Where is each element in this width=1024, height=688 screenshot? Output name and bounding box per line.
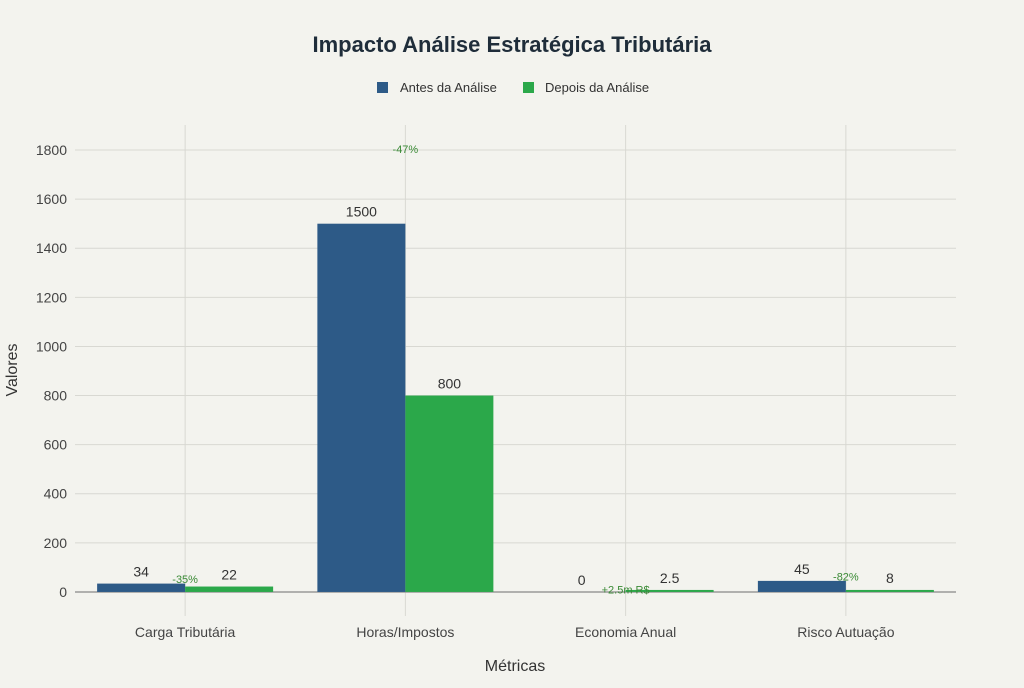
annotations: -35% -47% +2.5m R$ -82% xyxy=(172,144,859,597)
legend: Antes da Análise Depois da Análise xyxy=(377,80,649,95)
data-label: 0 xyxy=(578,572,586,588)
y-tick-label: 1400 xyxy=(36,240,67,256)
bar-antes xyxy=(97,583,186,592)
bar-depois xyxy=(405,395,494,592)
data-label: 8 xyxy=(886,570,894,586)
y-tick-label: 600 xyxy=(44,437,68,453)
bar-depois xyxy=(185,586,274,592)
y-axis-ticks: 0 200 400 600 800 1000 1200 1400 1600 1800 xyxy=(36,142,67,600)
y-tick-label: 800 xyxy=(44,388,68,404)
annotation: -47% xyxy=(393,144,419,156)
legend-label-depois: Depois da Análise xyxy=(545,80,649,95)
data-label: 1500 xyxy=(346,204,377,220)
data-label: 45 xyxy=(794,561,810,577)
chart-title: Impacto Análise Estratégica Tributária xyxy=(313,32,713,57)
bars xyxy=(97,223,934,592)
legend-swatch-antes xyxy=(377,82,388,93)
y-tick-label: 200 xyxy=(44,535,68,551)
annotation: +2.5m R$ xyxy=(602,585,650,597)
y-tick-label: 1200 xyxy=(36,289,67,305)
legend-swatch-depois xyxy=(523,82,534,93)
data-label: 2.5 xyxy=(660,570,680,586)
bar-depois xyxy=(625,589,714,592)
y-tick-label: 1800 xyxy=(36,142,67,158)
data-label: 800 xyxy=(438,376,462,392)
gridlines xyxy=(75,125,956,616)
x-tick-label: Economia Anual xyxy=(575,624,676,640)
data-label: 22 xyxy=(221,567,237,583)
y-tick-label: 1600 xyxy=(36,191,67,207)
x-tick-label: Risco Autuação xyxy=(797,624,894,640)
bar-antes xyxy=(757,580,846,592)
x-axis-label: Métricas xyxy=(485,658,545,675)
x-axis-ticks: Carga Tributária Horas/Impostos Economia A… xyxy=(135,624,895,640)
bar-antes xyxy=(317,223,406,592)
y-tick-label: 400 xyxy=(44,486,68,502)
x-tick-label: Horas/Impostos xyxy=(356,624,454,640)
bar-depois xyxy=(845,589,934,592)
y-tick-label: 0 xyxy=(59,584,67,600)
y-axis-label: Valores xyxy=(4,343,21,396)
data-labels: 34 1500 0 45 22 800 2.5 8 xyxy=(133,204,894,588)
data-label: 34 xyxy=(133,564,149,580)
legend-label-antes: Antes da Análise xyxy=(400,80,497,95)
annotation: -35% xyxy=(172,574,198,586)
y-tick-label: 1000 xyxy=(36,338,67,354)
annotation: -82% xyxy=(833,572,859,584)
x-tick-label: Carga Tributária xyxy=(135,624,236,640)
